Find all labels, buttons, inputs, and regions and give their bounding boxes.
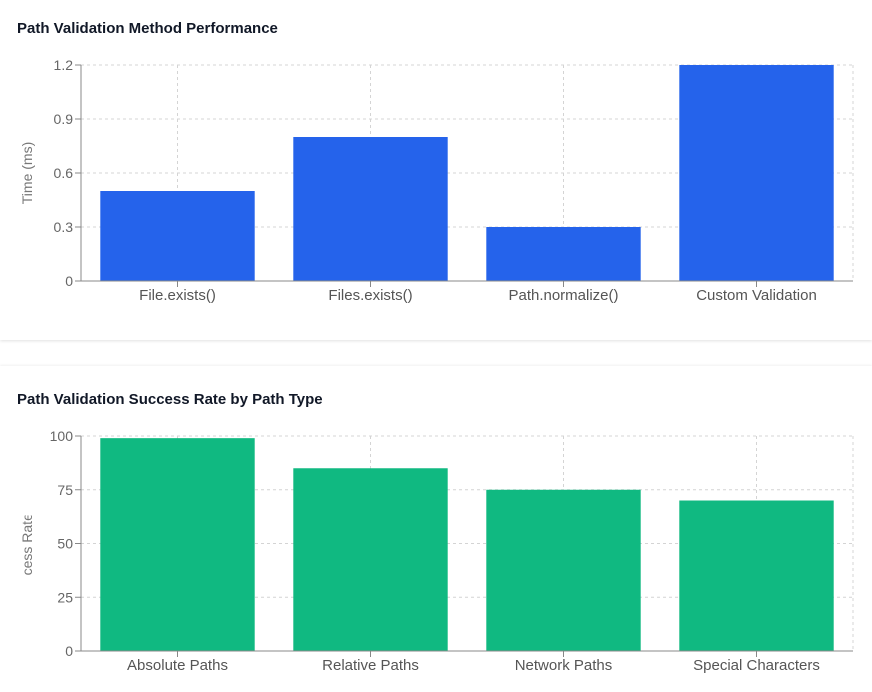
bar[interactable] <box>100 191 255 281</box>
success-rate-bar-chart: 0 25 50 75 100 Absolute Paths Relative Paths Ne… <box>19 428 854 674</box>
x-tick-label: Path.normalize() <box>508 287 618 304</box>
bar[interactable] <box>293 468 448 651</box>
y-tick-label: 50 <box>57 536 73 552</box>
x-tick-label: Files.exists() <box>328 287 412 304</box>
y-tick-label: 75 <box>57 482 73 498</box>
y-axis-title: Success Rate (%) <box>19 487 35 599</box>
x-tick-label: Absolute Paths <box>127 657 228 674</box>
bar[interactable] <box>293 137 448 281</box>
y-tick-label: 0 <box>65 273 73 289</box>
performance-bar-chart: 0 0.3 0.6 0.9 1.2 File.exists() Files.exists()… <box>19 57 854 304</box>
x-tick-label: Special Characters <box>693 657 820 674</box>
performance-chart-title: Path Validation Method Performance <box>17 20 278 37</box>
y-tick-label: 0.6 <box>54 165 74 181</box>
y-tick-label: 0.9 <box>54 111 74 127</box>
bar[interactable] <box>486 227 641 281</box>
bar[interactable] <box>679 500 834 652</box>
bar[interactable] <box>679 65 834 281</box>
performance-chart-card: Path Validation Method Performance 0 0.3 0… <box>0 0 872 340</box>
x-tick-label: Custom Validation <box>696 287 817 304</box>
y-tick-label: 0 <box>65 643 73 659</box>
bar[interactable] <box>100 438 255 651</box>
y-tick-label: 1.2 <box>54 57 74 73</box>
x-tick-label: Relative Paths <box>322 657 419 674</box>
success-rate-chart-title: Path Validation Success Rate by Path Typ… <box>17 391 323 408</box>
x-tick-label: Network Paths <box>515 657 613 674</box>
y-axis-title: Time (ms) <box>19 142 35 204</box>
y-tick-label: 0.3 <box>54 219 74 235</box>
success-rate-chart-card: Path Validation Success Rate by Path Typ… <box>0 366 872 692</box>
y-tick-label: 100 <box>50 428 74 444</box>
y-tick-label: 25 <box>57 589 73 605</box>
bar[interactable] <box>486 489 641 651</box>
x-tick-label: File.exists() <box>139 287 216 304</box>
